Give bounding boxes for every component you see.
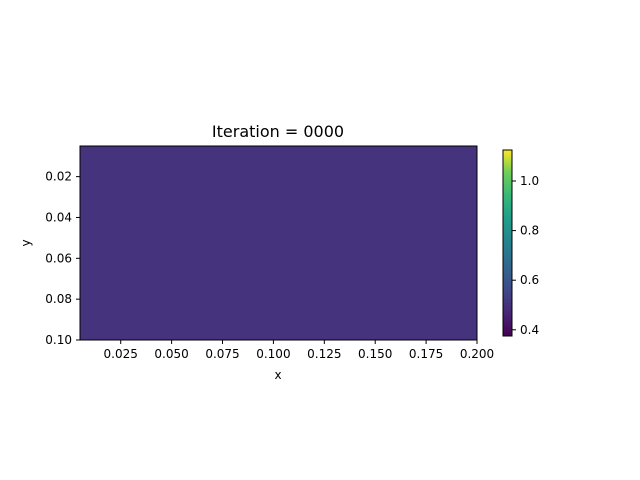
colorbar-tick-label: 1.0: [520, 174, 539, 188]
y-axis-label: y: [19, 239, 33, 246]
x-tick-label: 0.200: [460, 347, 494, 361]
y-axis-ticks: 0.02 0.04 0.06 0.08 0.10: [45, 170, 80, 347]
colorbar-ticks: 0.4 0.6 0.8 1.0: [512, 174, 539, 337]
x-axis-label: x: [274, 368, 281, 382]
chart-title: Iteration = 0000: [212, 122, 344, 141]
x-tick-label: 0.175: [409, 347, 443, 361]
x-tick-label: 0.075: [205, 347, 239, 361]
plot-area: [79, 145, 478, 341]
plot-frame: [79, 145, 478, 341]
y-tick-label: 0.06: [45, 251, 72, 265]
x-axis-ticks: 0.025 0.050 0.075 0.100 0.125 0.150 0.175 0.200: [104, 340, 494, 361]
colorbar-tick-label: 0.8: [520, 224, 539, 238]
colorbar: 0.4 0.6 0.8 1.0: [502, 149, 539, 337]
colorbar-tick-label: 0.6: [520, 273, 539, 287]
y-tick-label: 0.02: [45, 170, 72, 184]
y-tick-label: 0.04: [45, 210, 72, 224]
x-tick-label: 0.150: [358, 347, 392, 361]
colorbar-tick-label: 0.4: [520, 323, 539, 337]
y-tick-label: 0.10: [45, 333, 72, 347]
colorbar-gradient: [502, 149, 513, 337]
x-tick-label: 0.100: [256, 347, 290, 361]
x-tick-label: 0.050: [154, 347, 188, 361]
heatmap-field: [80, 146, 477, 340]
y-tick-label: 0.08: [45, 292, 72, 306]
x-tick-label: 0.125: [307, 347, 341, 361]
x-tick-label: 0.025: [104, 347, 138, 361]
